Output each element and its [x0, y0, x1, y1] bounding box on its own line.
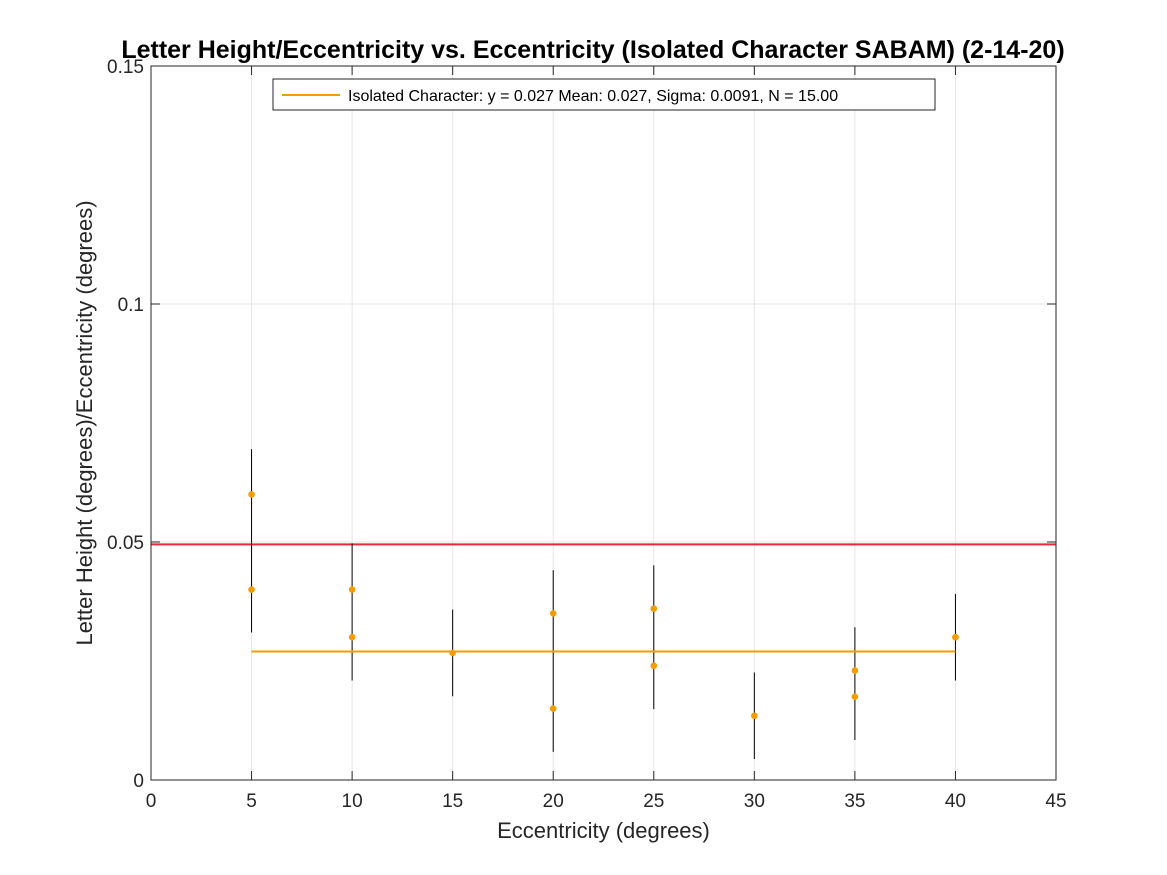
data-point [851, 693, 859, 700]
data-point [751, 712, 758, 720]
y-axis-label: Letter Height (degrees)/Eccentricity (de… [72, 200, 97, 645]
data-point [851, 667, 859, 674]
data-point [348, 586, 356, 593]
legend-entry-isolated-character: Isolated Character: y = 0.027 Mean: 0.02… [348, 88, 838, 105]
x-tick-label: 0 [146, 791, 157, 812]
data-point [248, 491, 255, 498]
data-point [348, 633, 356, 641]
chart-title: Letter Height/Eccentricity vs. Eccentric… [121, 36, 1064, 64]
x-tick-label: 15 [442, 791, 463, 812]
x-tick-label: 30 [744, 791, 765, 812]
x-tick-label: 25 [643, 791, 664, 812]
x-tick-label: 35 [844, 791, 865, 812]
x-tick-label: 45 [1045, 791, 1066, 812]
data-layer [151, 449, 1056, 760]
data-point [952, 633, 959, 641]
data-point [549, 705, 557, 712]
axis-ticks: 0 5 10 15 20 25 30 35 40 45 0 0.05 0.1 0.15 [107, 57, 1067, 812]
y-tick-label: 0.05 [107, 533, 144, 554]
data-point [248, 586, 255, 593]
plot-box [150, 65, 1057, 781]
y-tick-label: 0.1 [118, 295, 144, 316]
y-tick-label: 0.15 [107, 57, 144, 78]
legend-box [272, 78, 936, 111]
data-point [549, 610, 557, 617]
data-point [449, 649, 456, 657]
plot-area [151, 66, 1056, 780]
x-tick-label: 5 [246, 791, 257, 812]
y-tick-label: 0 [133, 771, 144, 792]
x-axis-label: Eccentricity (degrees) [497, 818, 710, 843]
x-tick-label: 20 [543, 791, 564, 812]
legend: Isolated Character: y = 0.027 Mean: 0.02… [272, 78, 936, 111]
x-tick-label: 10 [342, 791, 363, 812]
data-point [650, 605, 658, 612]
data-point [650, 662, 658, 670]
x-tick-label: 40 [945, 791, 966, 812]
